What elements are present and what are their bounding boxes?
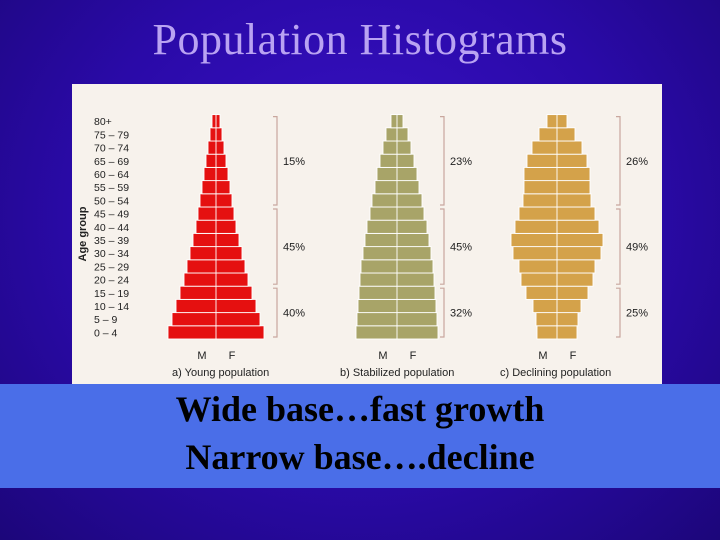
percent-label: 45% — [283, 242, 305, 254]
percent-bracket — [273, 208, 278, 285]
percent-label: 49% — [626, 242, 648, 254]
age-tick-label: 80+ — [94, 116, 112, 128]
age-tick-label: 50 – 54 — [94, 195, 129, 207]
caption-band — [0, 384, 720, 488]
sex-label-female: F — [570, 350, 577, 362]
percent-bracket — [616, 287, 621, 338]
age-tick-label: 5 – 9 — [94, 314, 118, 326]
percent-bracket — [440, 116, 445, 206]
percent-bracket — [616, 116, 621, 206]
age-tick-label: 45 – 49 — [94, 209, 129, 221]
percent-bracket — [440, 287, 445, 338]
panel-caption: b) Stabilized population — [340, 367, 454, 379]
percent-label: 15% — [283, 156, 305, 168]
slide-title: Population Histograms — [152, 15, 568, 64]
panel-caption: c) Declining population — [500, 367, 611, 379]
sex-label-male: M — [538, 350, 547, 362]
age-tick-label: 40 – 44 — [94, 222, 129, 234]
age-tick-label: 15 – 19 — [94, 288, 129, 300]
percent-label: 23% — [450, 156, 472, 168]
age-tick-label: 65 – 69 — [94, 156, 129, 168]
age-tick-label: 10 – 14 — [94, 301, 129, 313]
percent-label: 26% — [626, 156, 648, 168]
age-tick-label: 25 – 29 — [94, 261, 129, 273]
y-axis-label: Age group — [77, 206, 89, 261]
percent-bracket — [440, 208, 445, 285]
age-tick-label: 30 – 34 — [94, 248, 129, 260]
sex-label-female: F — [229, 350, 236, 362]
caption-line-1: Wide base…fast growth — [175, 389, 545, 429]
percent-label: 40% — [283, 308, 305, 320]
percent-bracket — [616, 208, 621, 285]
age-tick-label: 35 – 39 — [94, 235, 129, 247]
age-tick-label: 20 – 24 — [94, 275, 129, 287]
age-tick-label: 0 – 4 — [94, 327, 118, 339]
percent-bracket — [273, 287, 278, 338]
percent-bracket — [273, 116, 278, 206]
percent-label: 25% — [626, 308, 648, 320]
panel-caption: a) Young population — [172, 367, 269, 379]
sex-label-male: M — [378, 350, 387, 362]
sex-label-male: M — [197, 350, 206, 362]
age-tick-label: 70 – 74 — [94, 143, 129, 155]
age-tick-label: 60 – 64 — [94, 169, 129, 181]
sex-label-female: F — [410, 350, 417, 362]
age-tick-label: 55 – 59 — [94, 182, 129, 194]
percent-label: 32% — [450, 308, 472, 320]
caption-line-2: Narrow base….decline — [185, 437, 535, 477]
percent-label: 45% — [450, 242, 472, 254]
age-tick-label: 75 – 79 — [94, 129, 129, 141]
